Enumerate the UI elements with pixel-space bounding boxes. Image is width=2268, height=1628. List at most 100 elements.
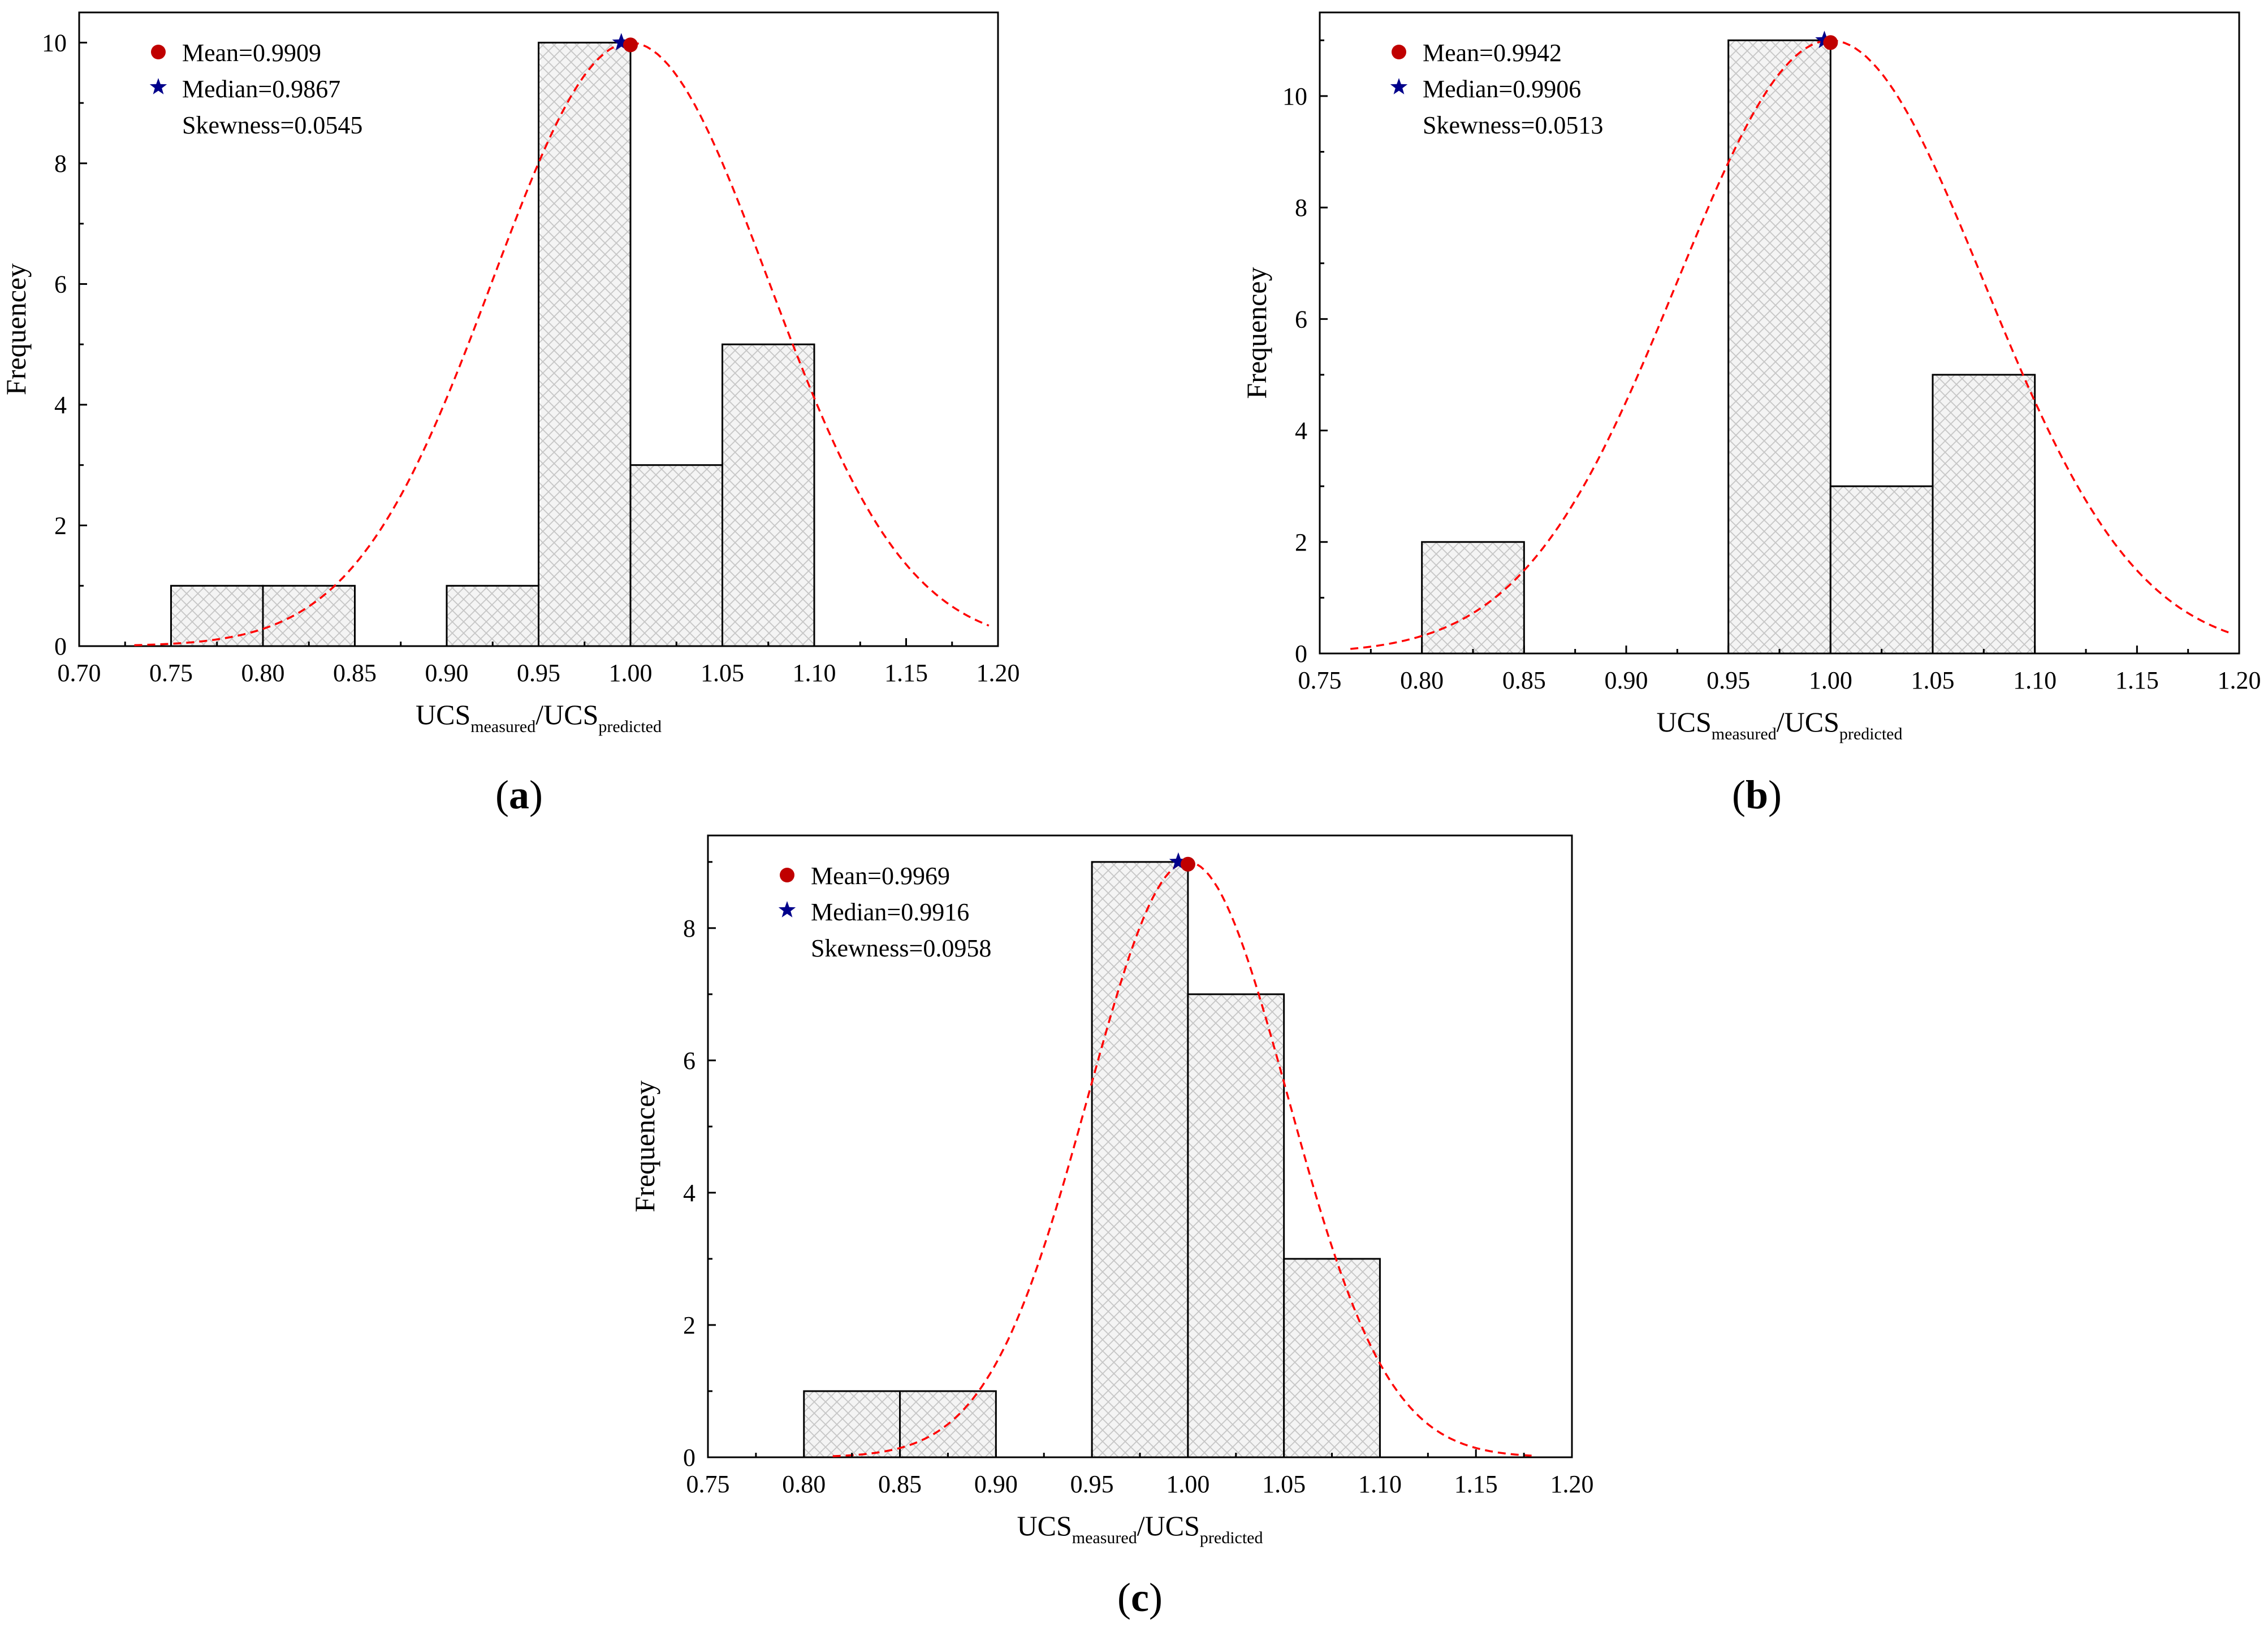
histogram-bar-c-0 bbox=[803, 1390, 901, 1458]
y-tick-label-b-5: 10 bbox=[1282, 83, 1307, 110]
legend-mean-text-c: Mean=0.9969 bbox=[811, 862, 950, 890]
legend-median-marker-c bbox=[778, 901, 796, 917]
x-axis-title-b: UCSmeasured/UCSpredicted bbox=[1657, 706, 1903, 743]
histogram-bar-c-4 bbox=[1283, 1258, 1381, 1458]
x-tick-label-a-6: 1.00 bbox=[609, 659, 653, 687]
x-tick-label-b-1: 0.80 bbox=[1400, 666, 1444, 694]
x-tick-label-b-8: 1.15 bbox=[2115, 666, 2159, 694]
normal-fit-curve-b bbox=[1350, 39, 2230, 650]
y-tick-label-b-0: 0 bbox=[1295, 640, 1307, 668]
x-tick-label-c-3: 0.90 bbox=[974, 1470, 1018, 1498]
x-tick-label-c-1: 0.80 bbox=[782, 1470, 826, 1498]
legend-mean-text-b: Mean=0.9942 bbox=[1423, 39, 1562, 67]
x-title-separator-a: /UCS bbox=[535, 699, 598, 730]
histogram-bar-a-1 bbox=[262, 584, 356, 647]
x-tick-label-c-0: 0.75 bbox=[686, 1470, 730, 1498]
histogram-bar-a-4 bbox=[629, 464, 723, 647]
y-tick-label-c-1: 2 bbox=[683, 1311, 695, 1339]
x-tick-label-b-0: 0.75 bbox=[1298, 666, 1342, 694]
legend-mean-marker-a bbox=[151, 45, 166, 59]
y-tick-label-c-2: 4 bbox=[683, 1179, 695, 1207]
panel-label-close-b: ) bbox=[1768, 772, 1782, 817]
x-tick-label-a-0: 0.70 bbox=[58, 659, 101, 687]
y-tick-label-a-1: 2 bbox=[54, 512, 67, 539]
chart-panel-b: 0.75 0.80 0.85 0.90 0.95 1.00 1.05 1.10 1.15 1.20… bbox=[1241, 11, 2261, 817]
legend-median-text-c: Median=0.9916 bbox=[811, 898, 969, 926]
mean-marker-c bbox=[1180, 856, 1195, 872]
x-tick-label-b-7: 1.10 bbox=[2013, 666, 2057, 694]
x-tick-label-a-3: 0.85 bbox=[333, 659, 377, 687]
panel-label-letter-c: c bbox=[1131, 1575, 1149, 1620]
y-axis-title-b: Frequencey bbox=[1241, 267, 1272, 399]
panel-label-open-b: ( bbox=[1732, 772, 1746, 817]
y-tick-label-b-2: 4 bbox=[1295, 417, 1307, 445]
x-title-sub-measured-a: measured bbox=[470, 717, 535, 736]
legend-skewness-text-c: Skewness=0.0958 bbox=[811, 934, 991, 962]
y-tick-label-a-5: 10 bbox=[42, 29, 67, 57]
histogram-bar-c-3 bbox=[1187, 993, 1285, 1458]
x-tick-label-a-9: 1.15 bbox=[884, 659, 928, 687]
x-title-separator-b: /UCS bbox=[1777, 706, 1839, 738]
median-marker-c bbox=[1169, 852, 1188, 870]
histogram-bar-a-5 bbox=[722, 343, 815, 647]
median-marker-a bbox=[612, 33, 630, 51]
x-tick-label-a-7: 1.05 bbox=[701, 659, 744, 687]
x-tick-label-c-2: 0.85 bbox=[878, 1470, 922, 1498]
x-tick-label-a-4: 0.90 bbox=[425, 659, 469, 687]
x-tick-label-b-3: 0.90 bbox=[1605, 666, 1648, 694]
x-title-main-b: UCS bbox=[1657, 706, 1712, 738]
histogram-bar-b-0 bbox=[1421, 541, 1525, 655]
y-tick-label-a-3: 6 bbox=[54, 270, 67, 298]
panel-label-c: (c) bbox=[1117, 1575, 1163, 1620]
x-tick-label-a-1: 0.75 bbox=[149, 659, 193, 687]
normal-fit-curve-c bbox=[832, 861, 1534, 1457]
x-tick-label-b-9: 1.20 bbox=[2218, 666, 2261, 694]
panel-label-b: (b) bbox=[1732, 772, 1782, 817]
histogram-bar-a-0 bbox=[170, 584, 264, 647]
x-tick-label-b-5: 1.00 bbox=[1809, 666, 1852, 694]
x-title-sub-predicted-a: predicted bbox=[598, 717, 662, 736]
x-tick-label-b-6: 1.05 bbox=[1911, 666, 1955, 694]
y-tick-label-b-3: 6 bbox=[1295, 305, 1307, 333]
legend-mean-text-a: Mean=0.9909 bbox=[182, 39, 321, 67]
x-tick-label-b-4: 0.95 bbox=[1707, 666, 1750, 694]
x-title-sub-measured-b: measured bbox=[1712, 725, 1777, 743]
panel-label-open-a: ( bbox=[495, 772, 509, 817]
x-tick-label-a-8: 1.10 bbox=[793, 659, 836, 687]
y-tick-label-c-4: 8 bbox=[683, 915, 695, 942]
x-title-sub-predicted-c: predicted bbox=[1200, 1529, 1263, 1547]
x-tick-label-c-7: 1.10 bbox=[1358, 1470, 1402, 1498]
panel-label-a: (a) bbox=[495, 772, 543, 817]
x-tick-label-c-9: 1.20 bbox=[1550, 1470, 1594, 1498]
histogram-bar-a-2 bbox=[446, 584, 539, 647]
panel-label-close-c: ) bbox=[1149, 1575, 1163, 1620]
legend-median-text-b: Median=0.9906 bbox=[1423, 75, 1581, 103]
histogram-bar-b-2 bbox=[1829, 485, 1934, 655]
y-tick-label-c-3: 6 bbox=[683, 1047, 695, 1075]
y-tick-label-b-1: 2 bbox=[1295, 529, 1307, 556]
panel-label-close-a: ) bbox=[529, 772, 543, 817]
y-axis-title-c: Frequencey bbox=[629, 1080, 660, 1212]
mean-marker-a bbox=[623, 37, 638, 53]
mean-marker-b bbox=[1823, 35, 1838, 50]
histogram-bar-b-1 bbox=[1727, 39, 1831, 655]
x-tick-label-c-8: 1.15 bbox=[1454, 1470, 1498, 1498]
legend-skewness-text-b: Skewness=0.0513 bbox=[1423, 111, 1603, 139]
x-tick-label-c-6: 1.05 bbox=[1262, 1470, 1306, 1498]
y-tick-label-c-0: 0 bbox=[683, 1444, 695, 1471]
y-tick-label-a-2: 4 bbox=[54, 391, 67, 419]
x-tick-label-a-10: 1.20 bbox=[977, 659, 1020, 687]
legend-mean-marker-c bbox=[780, 868, 794, 882]
x-title-main-c: UCS bbox=[1017, 1510, 1072, 1542]
x-title-sub-measured-c: measured bbox=[1072, 1529, 1137, 1547]
y-tick-label-a-0: 0 bbox=[54, 633, 67, 660]
x-tick-label-a-5: 0.95 bbox=[517, 659, 560, 687]
x-axis-title-c: UCSmeasured/UCSpredicted bbox=[1017, 1510, 1263, 1547]
legend-skewness-text-a: Skewness=0.0545 bbox=[182, 111, 362, 139]
legend-mean-marker-b bbox=[1392, 45, 1406, 59]
x-tick-label-c-5: 1.00 bbox=[1166, 1470, 1209, 1498]
chart-panel-a: 0.70 0.75 0.80 0.85 0.90 0.95 1.00 1.05 1.10 1.15… bbox=[0, 11, 1020, 817]
histogram-bar-b-3 bbox=[1932, 374, 2036, 655]
panel-label-letter-a: a bbox=[509, 772, 529, 817]
